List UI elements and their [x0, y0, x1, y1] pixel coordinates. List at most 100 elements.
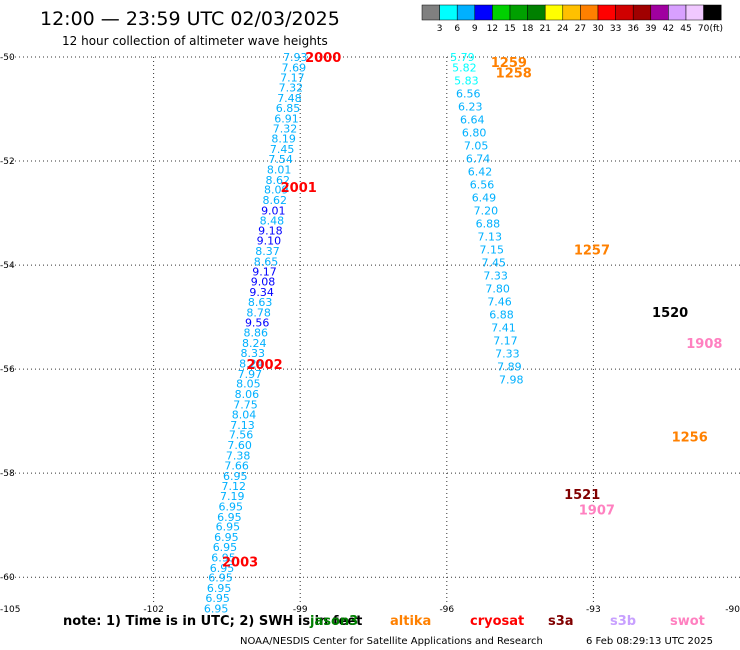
- pass-time-label: 1907: [579, 504, 615, 519]
- legend-swatch: [685, 4, 704, 21]
- swh-value: 7.12: [221, 480, 246, 493]
- pass-time-label: 1908: [686, 337, 722, 352]
- swh-value: 7.46: [487, 295, 512, 308]
- legend-swatch: [580, 4, 599, 21]
- legend-label: 24: [557, 24, 569, 34]
- swh-value: 7.69: [282, 61, 307, 74]
- swh-value: 9.56: [245, 316, 270, 329]
- swh-value: 7.45: [481, 256, 506, 269]
- x-tick-label: -102: [143, 605, 163, 615]
- pass-time-label: 1258: [496, 67, 532, 82]
- swh-value: 8.37: [255, 245, 280, 258]
- swh-tracks: 7.937.697.177.327.486.856.917.328.197.45…: [204, 51, 524, 615]
- y-tick-label: -56: [0, 365, 15, 375]
- mission-swot: swot: [670, 614, 705, 629]
- legend-swatch: [456, 4, 476, 21]
- chart-title: 12:00 — 23:59 UTC 02/03/2025: [40, 8, 340, 30]
- track-B: 5.795.825.836.566.236.646.807.056.746.42…: [450, 51, 523, 387]
- swh-value: 8.48: [260, 214, 285, 227]
- swh-value: 6.95: [213, 541, 238, 554]
- swh-value: 7.38: [226, 449, 251, 462]
- swh-value: 9.18: [258, 225, 283, 238]
- swh-value: 8.63: [248, 296, 273, 309]
- legend-label: 42: [663, 24, 674, 34]
- swh-value: 7.98: [499, 374, 524, 387]
- legend-swatch: [668, 4, 687, 21]
- swh-value: 6.56: [456, 87, 481, 100]
- pass-time-label: 2001: [281, 181, 317, 196]
- legend-label: 15: [504, 24, 515, 34]
- swh-value: 7.13: [230, 419, 255, 432]
- swh-value: 6.64: [460, 113, 485, 126]
- legend-label: 6: [454, 24, 460, 34]
- pass-time-label: 1520: [652, 306, 688, 321]
- legend-label: 39: [645, 24, 657, 34]
- swh-value: 6.95: [219, 500, 244, 513]
- swh-value: 5.82: [452, 61, 477, 74]
- pass-time-label: 1256: [672, 431, 708, 446]
- legend-swatch: [597, 4, 616, 21]
- pass-time-label: 1257: [574, 243, 610, 258]
- legend-swatch: [439, 4, 458, 21]
- legend-swatch: [544, 4, 564, 21]
- swh-value: 8.05: [236, 378, 261, 391]
- swh-value: 7.17: [280, 71, 305, 84]
- legend-label: 33: [610, 24, 621, 34]
- mission-s3a: s3a: [548, 614, 574, 629]
- swh-value: 8.78: [246, 306, 271, 319]
- chart-subtitle: 12 hour collection of altimeter wave hei…: [62, 34, 328, 48]
- swh-value: 7.33: [495, 348, 520, 361]
- pass-time-label: 2002: [246, 358, 282, 373]
- swh-value: 7.32: [279, 82, 304, 95]
- swh-value: 8.65: [254, 255, 279, 268]
- swh-value: 6.74: [466, 152, 491, 165]
- swh-value: 6.95: [214, 531, 239, 544]
- swh-value: 6.95: [205, 592, 230, 605]
- legend-label: 45: [680, 24, 691, 34]
- pass-time-label: 2003: [222, 556, 258, 571]
- swh-value: 8.01: [267, 163, 292, 176]
- mission-altika: altika: [390, 614, 431, 629]
- legend-label: 36: [627, 24, 639, 34]
- swh-value: 9.17: [252, 265, 277, 278]
- pass-time-label: 2000: [305, 51, 341, 66]
- color-legend: 3 6 9 12 15 18 21 24 27 30 33 36 39 42 45 70 (ft): [421, 4, 723, 34]
- swh-value: 7.19: [220, 490, 245, 503]
- swh-value: 7.89: [497, 361, 522, 374]
- legend-label: 9: [472, 24, 478, 34]
- swh-value: 6.80: [462, 126, 487, 139]
- legend-unit: (ft): [709, 24, 723, 34]
- legend-swatch: [703, 4, 722, 21]
- swh-value: 6.23: [458, 100, 483, 113]
- legend-label: 12: [487, 24, 498, 34]
- swh-value: 7.17: [493, 335, 518, 348]
- swh-value: 7.33: [483, 269, 508, 282]
- legend-label: 21: [539, 24, 550, 34]
- y-tick-label: -52: [0, 157, 15, 167]
- grid-lines: [7, 56, 740, 602]
- legend-swatch: [562, 4, 581, 21]
- x-tick-label: -96: [439, 605, 454, 615]
- swh-value: 8.24: [242, 337, 267, 350]
- swh-value: 7.41: [491, 322, 516, 335]
- swh-value: 6.95: [208, 572, 233, 585]
- swh-value: 7.93: [283, 51, 308, 64]
- swh-value: 7.05: [464, 139, 489, 152]
- swh-value: 8.06: [235, 388, 260, 401]
- swh-value: 6.42: [468, 165, 493, 178]
- swh-value: 7.66: [224, 459, 249, 472]
- tick-labels: -105 -102 -99 -96 -93 -90 -50 -52 -54 -56 -58 -60: [0, 53, 740, 615]
- pass-time-label: 1521: [564, 488, 600, 503]
- legend-swatch: [509, 4, 528, 21]
- legend-swatch: [527, 4, 546, 21]
- y-tick-label: -54: [0, 261, 15, 271]
- legend-swatch: [615, 4, 634, 21]
- pass-time-label: 1259: [491, 56, 527, 71]
- swh-value: 6.95: [207, 582, 232, 595]
- x-tick-label: -105: [0, 605, 20, 615]
- swh-value: 8.62: [263, 194, 288, 207]
